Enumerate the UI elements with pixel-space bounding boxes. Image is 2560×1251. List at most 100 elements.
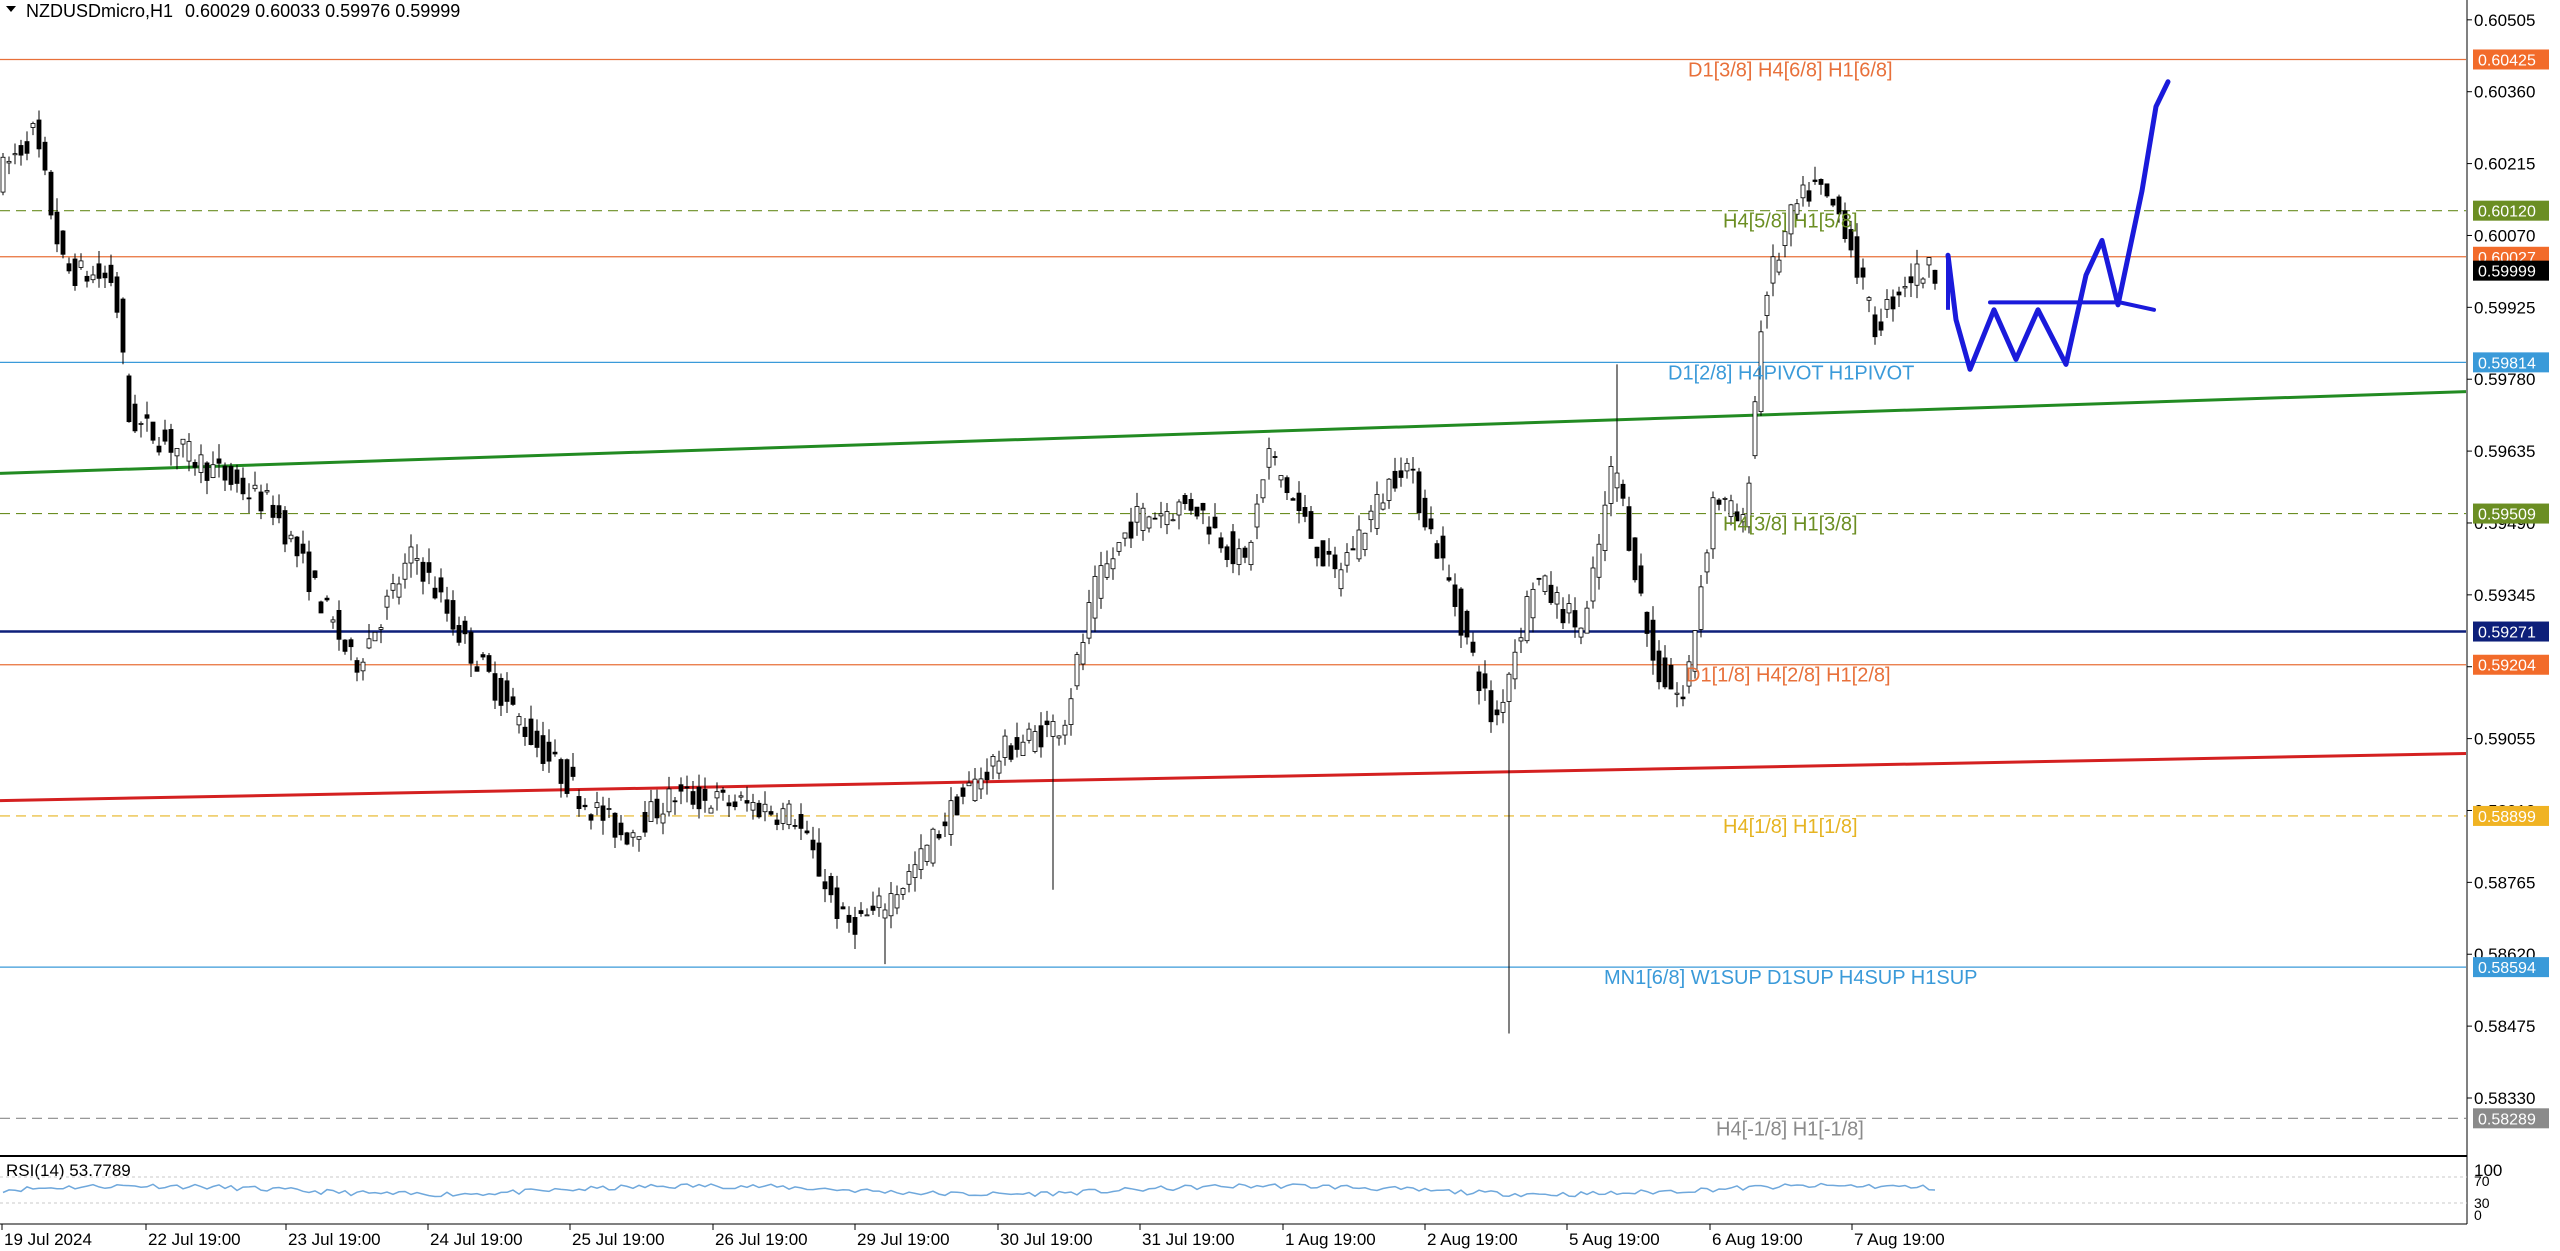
candle-body [1800, 184, 1806, 199]
price-tick-label: 0.60070 [2474, 226, 2535, 245]
candle-body [186, 441, 192, 462]
candle-body [420, 561, 426, 582]
price-tick-label: 0.58330 [2474, 1089, 2535, 1108]
candle-body [738, 795, 744, 798]
candle-body [1734, 511, 1740, 522]
candle-body [300, 543, 306, 554]
price-tag-text: 0.58594 [2478, 960, 2536, 977]
candle-body [1842, 210, 1848, 240]
candle-body [1284, 477, 1290, 494]
candle-body [1476, 671, 1482, 692]
candle-body [1386, 478, 1392, 501]
level-label: H4[3/8] H1[3/8] [1723, 514, 1858, 536]
rsi-label: RSI(14) 53.7789 [6, 1161, 131, 1180]
candle-body [1848, 229, 1854, 251]
time-tick-label: 22 Jul 19:00 [148, 1230, 241, 1249]
candle-body [1182, 494, 1188, 505]
candle-body [210, 464, 216, 478]
candle-body [1554, 592, 1560, 605]
candle-body [432, 587, 438, 599]
candle-body [156, 445, 162, 453]
price-tag-box [2473, 352, 2549, 373]
candle-body [138, 423, 144, 425]
candle-body [1302, 507, 1308, 517]
price-tick-label: 0.60360 [2474, 83, 2535, 102]
price-tick-label: 0.59055 [2474, 730, 2535, 749]
candle-body [708, 807, 714, 814]
candle-body [876, 895, 882, 909]
candle-body [768, 811, 774, 815]
time-tick-label: 23 Jul 19:00 [288, 1230, 381, 1249]
candle-body [1866, 297, 1872, 301]
candle-body [66, 263, 72, 272]
candle-body [162, 429, 168, 442]
candle-body [42, 141, 48, 171]
time-axis[interactable]: 19 Jul 2024 22 Jul 19:00 23 Jul 19:00 24 Ju… [1, 1224, 1945, 1249]
candle-body [1812, 179, 1818, 182]
candle-body [336, 609, 342, 640]
candle-body [1422, 497, 1428, 528]
candle-body [1872, 314, 1878, 338]
candle-body [762, 803, 768, 813]
candle-body [1086, 602, 1092, 639]
candle-body [594, 802, 600, 808]
candle-body [108, 264, 114, 283]
candle-body [1836, 196, 1842, 215]
candle-body [672, 800, 678, 803]
candle-body [696, 786, 702, 810]
candle-body [990, 756, 996, 767]
candle-body [870, 905, 876, 911]
price-tag-box [2473, 654, 2549, 675]
symbol-name: NZDUSDmicro,H1 [26, 1, 173, 21]
price-tag-text: 0.59271 [2478, 625, 2536, 642]
candle-body [1002, 735, 1008, 758]
candle-body [1704, 552, 1710, 573]
candle-body [1044, 720, 1050, 726]
candle-body [1068, 698, 1074, 725]
candle-body [258, 491, 264, 512]
candle-body [1650, 619, 1656, 661]
price-axis[interactable]: 0.60505 0.60360 0.60215 0.60070 0.59925 0.597… [2467, 11, 2535, 1108]
candle-body [30, 123, 36, 128]
candle-body [1638, 565, 1644, 594]
forecast-zigzag-path [1945, 79, 2171, 372]
candle-body [1512, 651, 1518, 680]
candle-body [384, 595, 390, 608]
collapse-triangle-icon[interactable] [6, 6, 16, 12]
candle-body [1080, 642, 1086, 665]
candle-body [1062, 724, 1068, 736]
candle-body [372, 631, 378, 642]
candle-body [174, 448, 180, 457]
candle-body [1236, 548, 1242, 565]
candle-body [1662, 657, 1668, 688]
candle-body [936, 834, 942, 839]
candle-body [1206, 526, 1212, 535]
level-label: D1[1/8] H4[2/8] H1[2/8] [1686, 665, 1891, 687]
candle-body [1398, 470, 1404, 478]
time-tick-label: 30 Jul 19:00 [1000, 1230, 1093, 1249]
candle-body [996, 760, 1002, 774]
candle-body [282, 510, 288, 545]
candle-body [1674, 692, 1680, 695]
candle-body [480, 654, 486, 658]
candle-body [1590, 567, 1596, 602]
candle-body [1380, 502, 1386, 510]
candle-body [1506, 673, 1512, 702]
price-tag-text: 0.60120 [2478, 204, 2536, 221]
price-tag-box [2473, 805, 2549, 826]
candle-body [1686, 661, 1692, 687]
candle-body [1932, 269, 1938, 284]
rsi-tick-0: 0 [2474, 1207, 2482, 1223]
candle-body [636, 836, 642, 840]
candle-body [546, 741, 552, 762]
candle-body [450, 600, 456, 630]
candle-body [1224, 546, 1230, 560]
candle-body [1014, 737, 1020, 750]
candle-body [288, 534, 294, 540]
candle-body [1164, 511, 1170, 526]
candle-body [1716, 499, 1722, 505]
candle-body [714, 791, 720, 799]
candle-body [516, 716, 522, 726]
